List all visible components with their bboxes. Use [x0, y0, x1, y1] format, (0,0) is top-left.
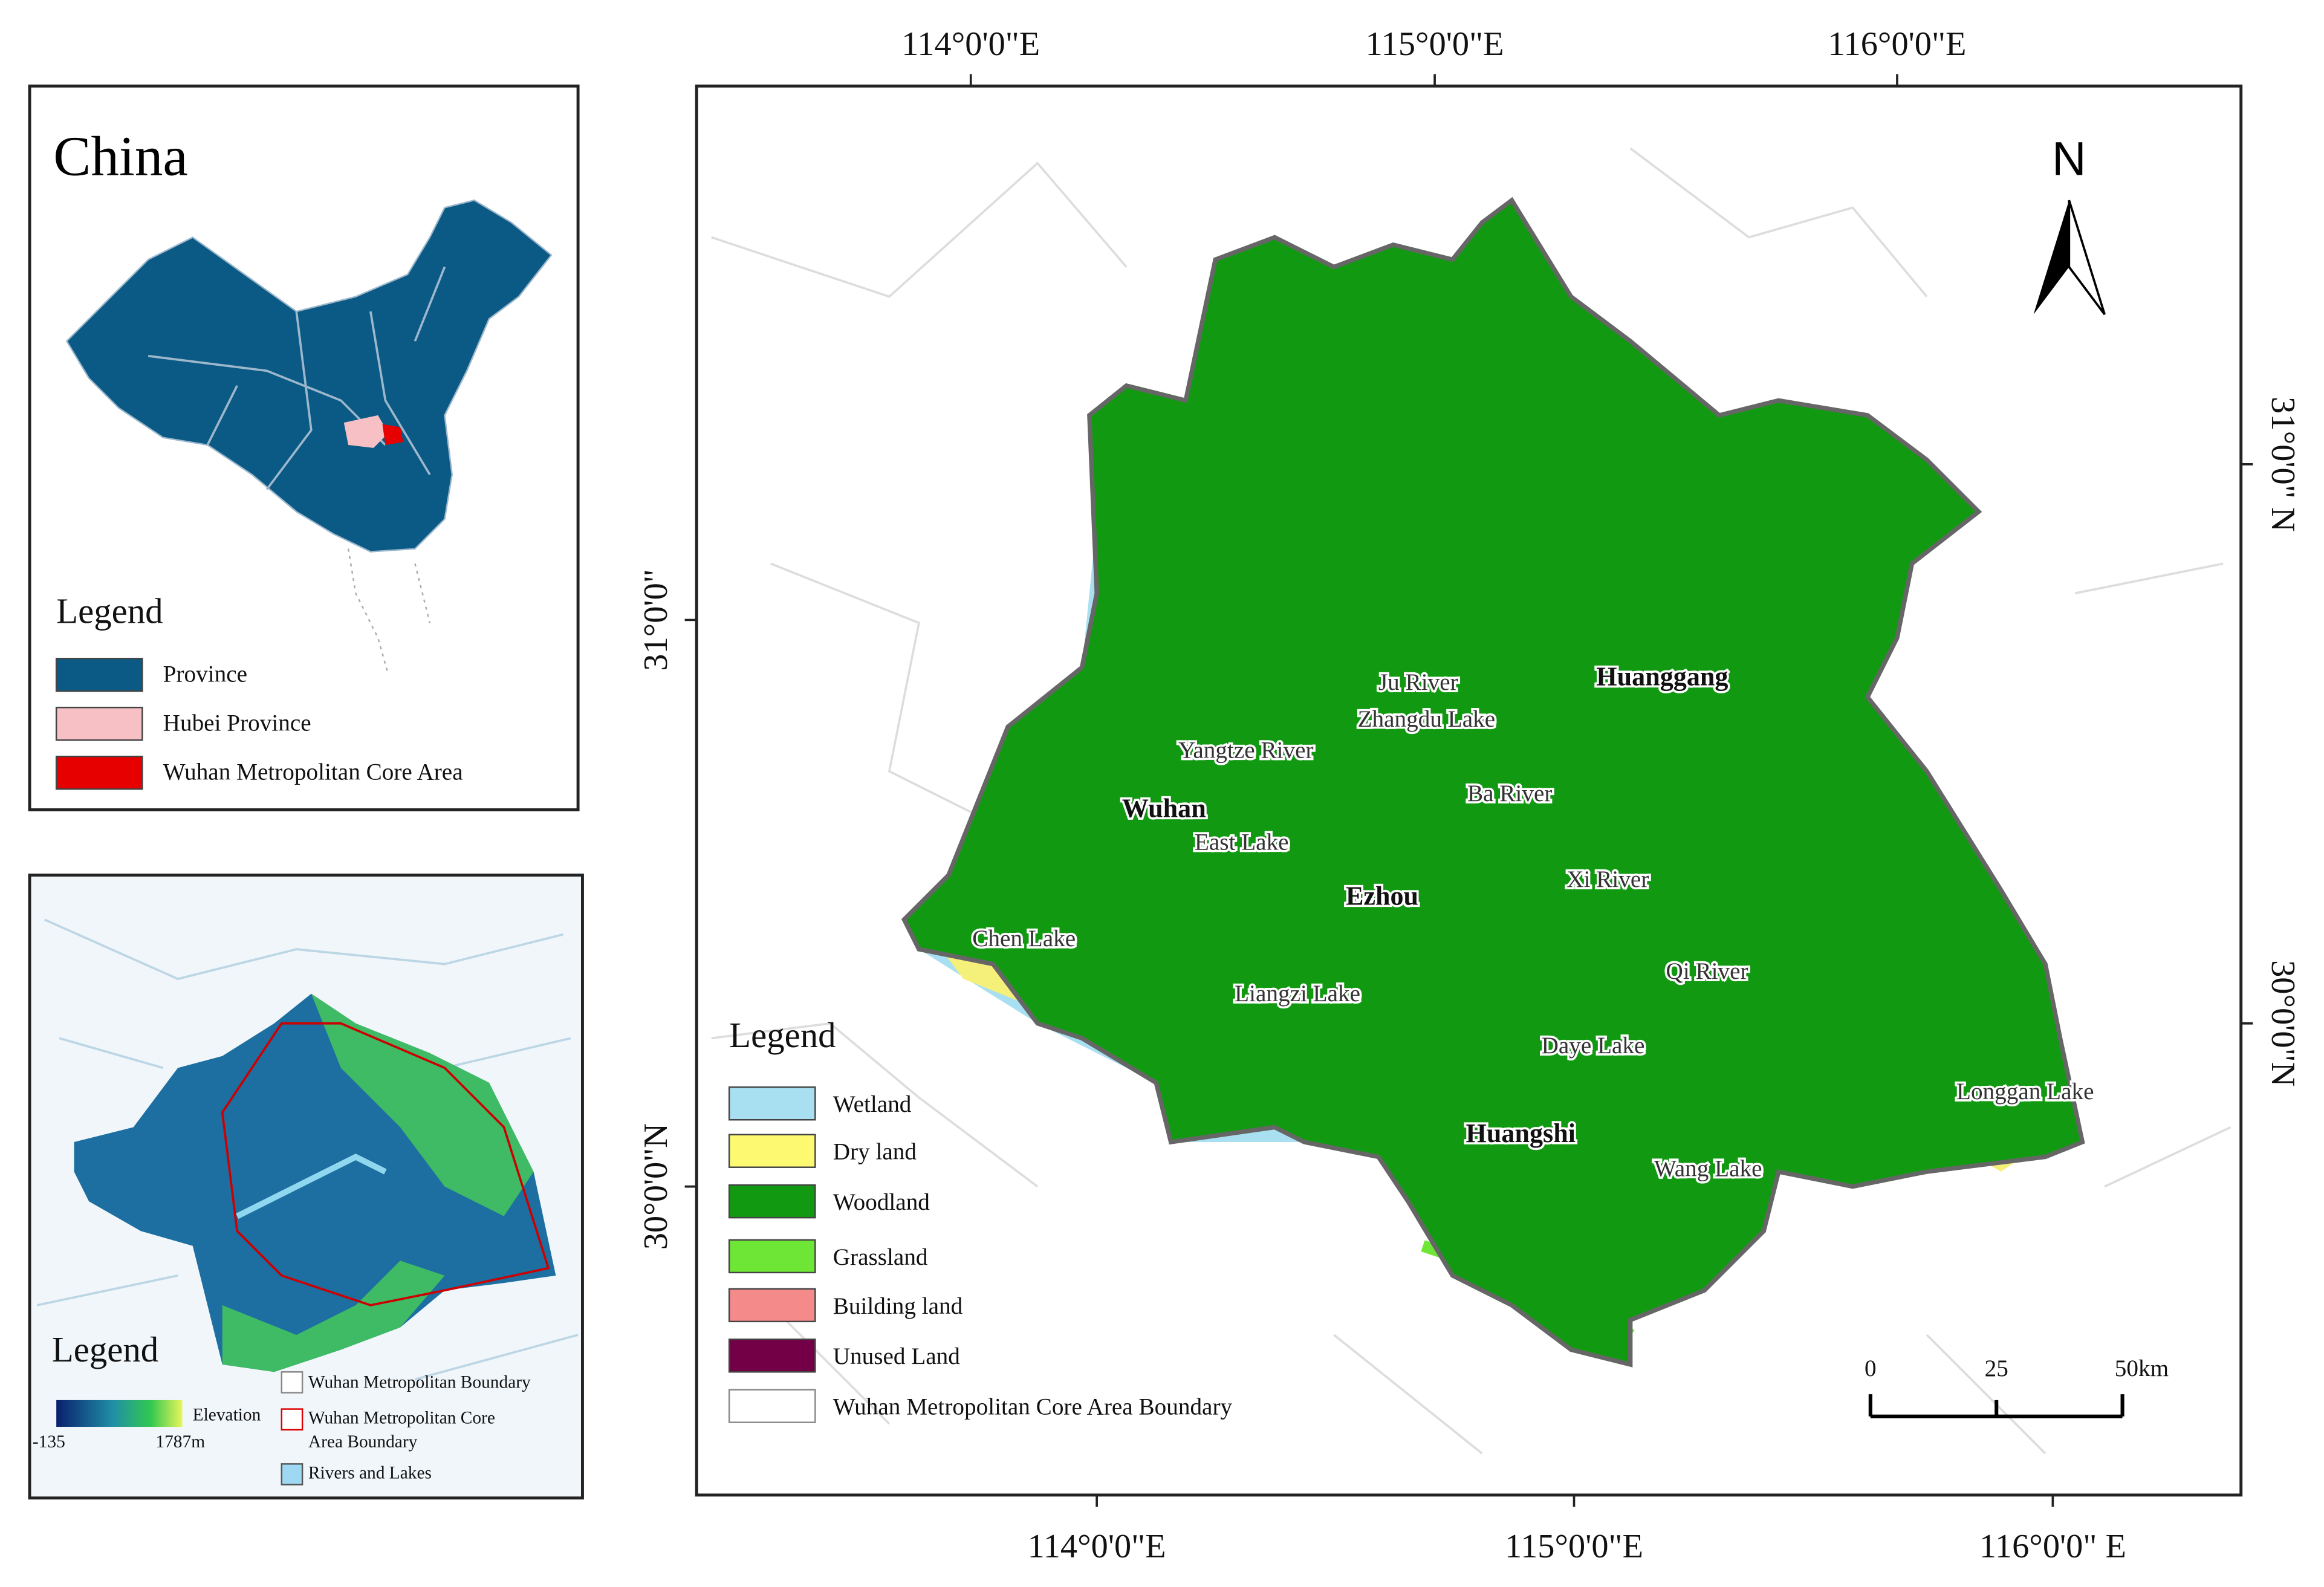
place-label: East Lake	[1195, 829, 1289, 855]
legend-swatch	[55, 755, 143, 790]
north-arrow	[2033, 200, 2069, 315]
legend-label: Building land	[833, 1293, 963, 1319]
legend-title: Legend	[52, 1330, 158, 1369]
legend-label: Grassland	[833, 1244, 928, 1270]
legend-swatch	[728, 1389, 816, 1423]
legend-label: Area Boundary	[308, 1432, 418, 1452]
legend-label: Wuhan Metropolitan Core	[308, 1409, 495, 1428]
islands	[347, 548, 431, 675]
scale-label: 0	[1865, 1355, 1877, 1381]
coordinate-label: 114°0'0"E	[901, 25, 1040, 63]
legend-swatch	[728, 1339, 816, 1373]
place-label: Chen Lake	[972, 926, 1076, 952]
north-arrow	[2068, 200, 2106, 316]
legend-label: Elevation	[193, 1406, 261, 1425]
legend-swatch	[281, 1408, 303, 1431]
core-area	[382, 424, 403, 445]
context-lines	[711, 147, 2231, 1455]
coordinate-label: 115°0'0"E	[1505, 1528, 1643, 1565]
coordinate-ticks	[684, 74, 2253, 1507]
legend-label: 1787m	[155, 1432, 205, 1452]
place-label: Wang Lake	[1654, 1155, 1762, 1181]
elevation-inset: Legend Elevation -135 1787m Wuhan Metrop…	[28, 873, 584, 1500]
legend-swatch	[728, 1288, 816, 1323]
legend-swatch	[55, 706, 143, 741]
elevation-ramp	[56, 1400, 183, 1427]
legend-swatch	[728, 1086, 816, 1121]
scale-bar	[1868, 1394, 2124, 1418]
place-label: Ju River	[1378, 669, 1458, 695]
rivers	[36, 918, 579, 1381]
place-label: Daye Lake	[1542, 1033, 1645, 1059]
legend-label: Rivers and Lakes	[308, 1463, 432, 1482]
legend-swatch	[281, 1371, 303, 1394]
coordinate-label: 116°0'0"E	[1828, 25, 1966, 63]
inset-title: China	[53, 125, 188, 187]
north-label: N	[2052, 132, 2086, 185]
place-label: Yangtze River	[1178, 738, 1314, 764]
place-label: Qi River	[1666, 958, 1748, 984]
city-label: Huanggang	[1596, 661, 1728, 691]
legend-label: -135	[33, 1432, 65, 1452]
coordinate-label: 115°0'0"E	[1366, 25, 1504, 63]
province-lines	[148, 266, 446, 490]
city-label: Wuhan	[1122, 794, 1206, 823]
scale-label: 50km	[2115, 1355, 2169, 1381]
legend-label: Dry land	[833, 1139, 917, 1165]
coordinate-label: 31°0'0"	[637, 569, 675, 671]
yangtze	[236, 1154, 387, 1219]
core-boundary	[221, 1022, 550, 1306]
coordinate-label: 31°0'0" N	[2264, 397, 2302, 531]
highlands	[222, 993, 534, 1372]
legend-swatch	[728, 1239, 816, 1274]
legend-label: Woodland	[833, 1189, 930, 1215]
coordinate-label: 30°0'0"N	[637, 1123, 675, 1250]
main-map: Wuhan Ezhou Huanggang Huangshi Ju River …	[637, 25, 2302, 1565]
china-inset: China Legend Province Hubei Province Wuh…	[28, 84, 580, 811]
place-label: Liangzi Lake	[1235, 981, 1360, 1007]
hubei	[343, 415, 389, 448]
place-label: Xi River	[1566, 866, 1649, 892]
place-label: Longgan Lake	[1956, 1079, 2094, 1105]
coordinate-label: 30°0'0"N	[2264, 960, 2302, 1086]
place-label: Zhangdu Lake	[1358, 706, 1496, 732]
legend-swatch	[728, 1184, 816, 1219]
legend-label: Wuhan Metropolitan Core Area Boundary	[833, 1394, 1233, 1420]
coordinate-label: 114°0'0"E	[1028, 1528, 1166, 1565]
legend-label: Wuhan Metropolitan Core Area	[163, 759, 463, 785]
scale-label: 25	[1985, 1355, 2008, 1381]
city-label: Ezhou	[1346, 881, 1418, 910]
china-shape	[65, 199, 553, 553]
place-label: Ba River	[1467, 781, 1552, 806]
city-label: Huangshi	[1466, 1118, 1576, 1148]
legend-label: Wuhan Metropolitan Boundary	[308, 1373, 531, 1392]
legend-swatch	[728, 1134, 816, 1168]
legend-label: Wetland	[833, 1091, 912, 1117]
legend-title: Legend	[56, 591, 163, 631]
coordinate-label: 116°0'0" E	[1979, 1528, 2126, 1565]
legend-label: Province	[163, 661, 247, 687]
legend-title: Legend	[729, 1016, 836, 1055]
legend-swatch	[55, 658, 143, 692]
legend-swatch	[281, 1463, 303, 1485]
legend-label: Hubei Province	[163, 710, 311, 736]
legend-label: Unused Land	[833, 1343, 961, 1369]
